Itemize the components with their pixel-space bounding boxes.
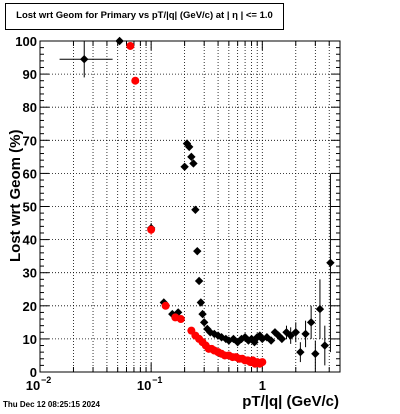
y-tick-label: 50 xyxy=(23,200,37,215)
data-point-black xyxy=(189,159,198,168)
x-axis-title: pT/|q| (GeV/c) xyxy=(242,393,339,410)
data-point-black xyxy=(185,142,194,152)
data-point-black xyxy=(311,349,320,358)
data-markers xyxy=(80,36,335,368)
data-point-black xyxy=(193,246,202,256)
y-tick-label: 90 xyxy=(23,67,37,82)
data-point-black xyxy=(326,258,335,267)
x-tick-label: 1 xyxy=(259,378,266,393)
x-tick-label: 10 xyxy=(26,378,40,393)
chart-title-box: Lost wrt Geom for Primary vs pT/|q| (GeV… xyxy=(5,3,284,30)
data-point-black xyxy=(277,334,287,344)
axes xyxy=(39,40,341,373)
data-point-black xyxy=(191,205,200,215)
data-point-black xyxy=(115,36,124,46)
y-tick-label: 100 xyxy=(15,34,37,49)
data-point-black xyxy=(320,341,330,350)
data-point-red xyxy=(176,315,185,324)
chart-title: Lost wrt Geom for Primary vs pT/|q| (GeV… xyxy=(16,10,273,21)
y-tick-label: 70 xyxy=(23,133,37,148)
y-tick-label: 60 xyxy=(23,166,37,181)
data-point-red xyxy=(161,301,170,310)
x-tick-exponent: −2 xyxy=(41,375,51,385)
data-point-red xyxy=(126,41,135,50)
y-tick-label: 10 xyxy=(23,332,37,347)
y-tick-label: 0 xyxy=(30,365,37,380)
data-point-black xyxy=(196,298,206,307)
data-point-black xyxy=(315,304,325,314)
data-point-black xyxy=(198,309,207,319)
y-axis-title: Lost wrt Geom (%) xyxy=(7,129,24,262)
data-point-black xyxy=(296,347,305,357)
data-point-black xyxy=(199,318,209,327)
y-tick-label: 80 xyxy=(23,100,37,115)
y-tick-label: 40 xyxy=(23,233,37,248)
x-tick-exponent: −1 xyxy=(152,375,162,385)
data-point-black xyxy=(80,55,89,64)
data-point-black xyxy=(291,328,300,337)
data-point-black xyxy=(301,329,310,339)
data-point-black xyxy=(180,162,189,171)
y-tick-label: 20 xyxy=(23,299,37,314)
data-point-black xyxy=(266,336,276,345)
x-tick-label: 10 xyxy=(137,378,151,393)
data-point-red xyxy=(131,76,140,85)
data-point-black xyxy=(187,152,196,162)
data-point-red xyxy=(258,358,267,367)
grid-lines xyxy=(40,41,340,372)
data-point-red xyxy=(147,225,156,234)
error-bars xyxy=(59,41,331,368)
y-tick-label: 30 xyxy=(23,266,37,281)
data-point-black xyxy=(194,276,204,286)
data-point-black xyxy=(306,318,316,327)
timestamp-label: Thu Dec 12 08:25:15 2024 xyxy=(3,400,100,409)
